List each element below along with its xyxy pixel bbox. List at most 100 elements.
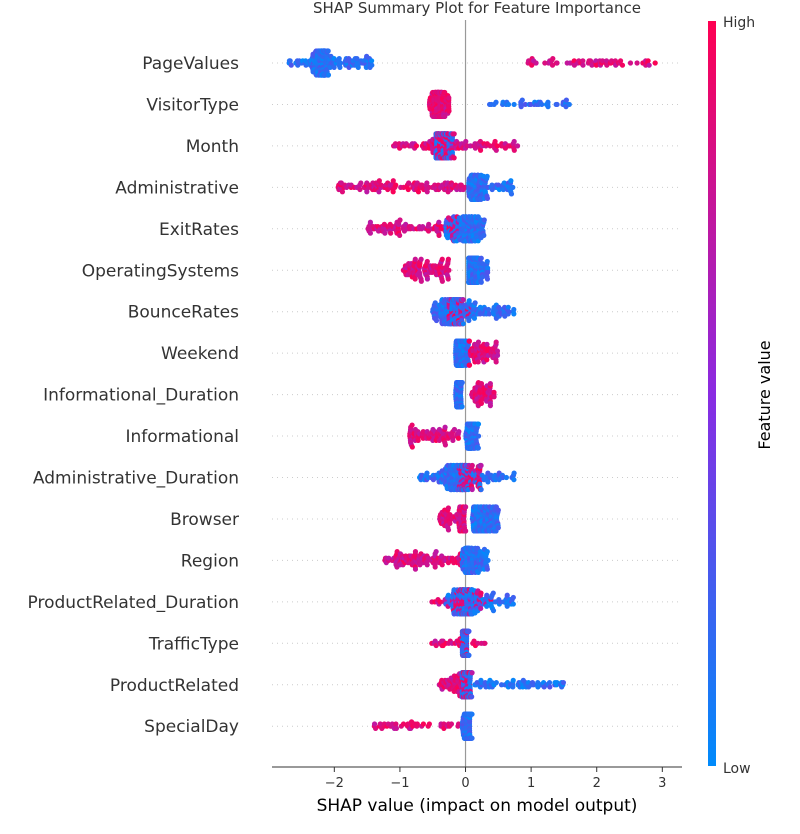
- shap-point: [364, 189, 370, 195]
- shap-point: [482, 640, 488, 646]
- shap-point: [503, 474, 510, 481]
- x-tick-label: −2: [325, 776, 344, 791]
- shap-point: [511, 470, 517, 476]
- shap-point: [554, 101, 560, 108]
- shap-point: [376, 189, 382, 195]
- shap-point: [478, 400, 485, 406]
- shap-point: [424, 258, 430, 265]
- shap-point: [645, 58, 651, 64]
- x-tick-label: 2: [593, 776, 601, 791]
- shap-point: [490, 590, 496, 596]
- shap-point: [563, 97, 570, 103]
- shap-point: [459, 380, 465, 386]
- shap-point: [288, 62, 294, 68]
- shap-point: [627, 60, 634, 66]
- shap-point: [418, 256, 424, 262]
- shap-point: [445, 527, 452, 533]
- shap-point: [505, 304, 511, 310]
- shap-point: [485, 306, 492, 313]
- shap-point: [580, 62, 586, 68]
- shap-point: [495, 525, 501, 531]
- shap-point: [436, 219, 442, 225]
- shap-point: [424, 470, 430, 476]
- shap-point: [412, 549, 419, 555]
- shap-point: [484, 341, 490, 347]
- shap-point: [393, 725, 400, 732]
- feature-label: Administrative: [115, 178, 239, 198]
- shap-point: [545, 99, 551, 105]
- shap-point: [393, 721, 399, 727]
- shap-point: [511, 138, 517, 145]
- shap-point: [485, 269, 491, 276]
- feature-label: Informational_Duration: [43, 386, 239, 406]
- shap-point: [505, 101, 512, 108]
- shap-point: [447, 520, 453, 526]
- x-tick-label: 3: [658, 776, 666, 791]
- shap-point: [367, 230, 374, 236]
- colorbar-low-label: Low: [723, 761, 751, 777]
- shap-point: [418, 278, 424, 284]
- shap-point: [377, 721, 383, 727]
- shap-point: [397, 232, 403, 238]
- shap-point: [554, 679, 560, 686]
- shap-point: [522, 101, 528, 108]
- shap-point: [459, 404, 465, 410]
- shap-point: [504, 592, 510, 598]
- shap-point: [400, 184, 407, 190]
- shap-point: [533, 60, 539, 66]
- shap-point: [354, 56, 360, 62]
- shap-point: [514, 143, 521, 149]
- shap-point: [510, 594, 516, 601]
- shap-point: [511, 147, 517, 153]
- shap-point: [490, 608, 497, 614]
- shap-point: [484, 549, 490, 555]
- shap-point: [510, 184, 516, 190]
- shap-point: [481, 232, 487, 238]
- shap-point: [547, 684, 553, 690]
- colorbar-high-label: High: [723, 15, 755, 31]
- feature-label: PageValues: [142, 54, 239, 74]
- shap-point: [466, 362, 473, 368]
- shap-point: [475, 445, 481, 451]
- shap-point: [369, 58, 375, 64]
- shap-point: [445, 505, 451, 511]
- shap-point: [485, 557, 491, 564]
- shap-point: [446, 95, 452, 101]
- shap-point: [424, 276, 431, 282]
- shap-point: [471, 315, 478, 321]
- feature-label: ProductRelated_Duration: [28, 593, 239, 613]
- feature-label: TrafficType: [148, 634, 239, 654]
- shap-point: [371, 721, 378, 727]
- shap-point: [451, 155, 457, 161]
- shap-point: [338, 60, 344, 66]
- shap-point: [484, 357, 490, 363]
- feature-label: Month: [186, 137, 239, 157]
- shap-point: [390, 189, 396, 195]
- shap-point: [400, 721, 407, 727]
- shap-point: [508, 191, 515, 197]
- shap-point: [466, 652, 472, 658]
- shap-point: [652, 60, 658, 66]
- shap-point: [493, 99, 499, 105]
- shap-point: [367, 219, 374, 225]
- shap-point: [484, 258, 490, 265]
- shap-point: [451, 426, 458, 433]
- shap-point: [446, 108, 452, 114]
- feature-label: Weekend: [161, 344, 239, 364]
- shap-point: [445, 592, 451, 598]
- shap-point: [478, 590, 484, 596]
- shap-point: [442, 442, 449, 448]
- shap-point: [406, 180, 412, 186]
- shap-point: [478, 462, 484, 469]
- shap-point: [424, 180, 430, 186]
- shap-point: [442, 424, 448, 430]
- shap-point: [485, 265, 491, 271]
- shap-point: [325, 72, 332, 78]
- shap-point: [412, 276, 418, 282]
- shap-point: [497, 599, 503, 605]
- shap-point: [510, 677, 516, 683]
- shap-point: [504, 603, 510, 609]
- shap-point: [511, 306, 517, 313]
